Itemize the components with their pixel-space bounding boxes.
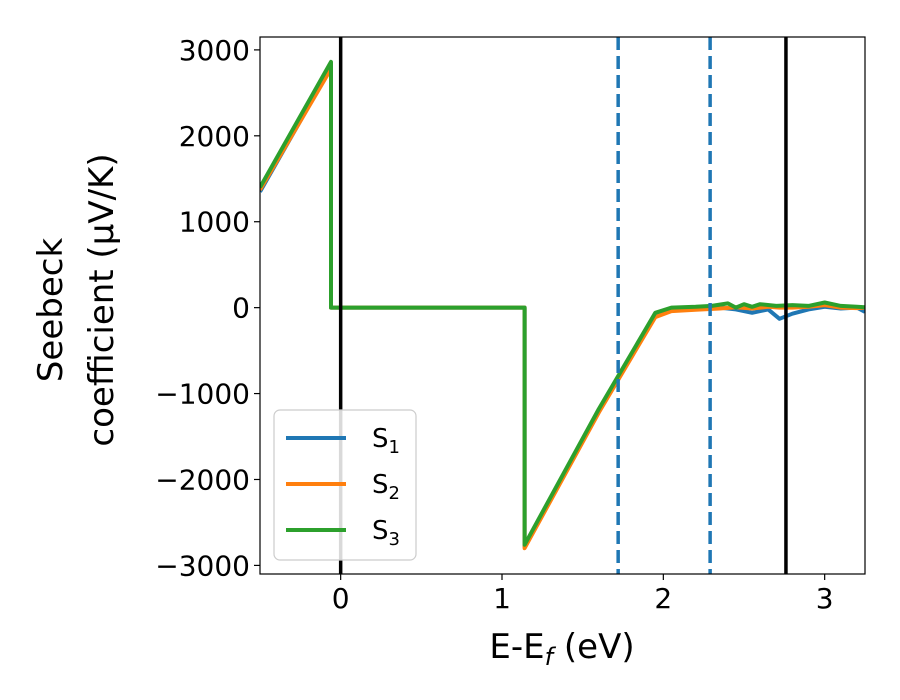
legend-label-1: S1 bbox=[372, 424, 400, 458]
axis-ticks: 0 1 2 3 −3000 −2000 −1000 0 1000 2000 3000 bbox=[155, 34, 833, 615]
y-tick-label: 3000 bbox=[179, 34, 250, 67]
legend: S1 S2 S3 bbox=[273, 409, 417, 561]
x-tick-label: 0 bbox=[332, 582, 350, 615]
y-tick-label: −1000 bbox=[155, 378, 250, 411]
x-tick-label: 2 bbox=[654, 582, 672, 615]
y-axis-title-line2: coefficient (μV/K) bbox=[82, 153, 122, 446]
x-axis-title: E-Ef (eV) bbox=[489, 627, 634, 671]
y-tick-label: 0 bbox=[232, 292, 250, 325]
x-tick-label: 1 bbox=[493, 582, 511, 615]
y-tick-label: 1000 bbox=[179, 206, 250, 239]
x-axis-title-unit: (eV) bbox=[553, 627, 635, 667]
y-tick-label: 2000 bbox=[179, 120, 250, 153]
y-axis-title-line1: Seebeck bbox=[31, 238, 71, 383]
plot-lines bbox=[260, 37, 865, 574]
x-tick-label: 3 bbox=[816, 582, 834, 615]
series-line-3 bbox=[260, 59, 865, 547]
legend-label-2: S2 bbox=[372, 470, 400, 504]
y-tick-label: −3000 bbox=[155, 549, 250, 582]
legend-label-3: S3 bbox=[372, 516, 400, 550]
y-tick-label: −2000 bbox=[155, 463, 250, 496]
plot-frame bbox=[259, 36, 866, 575]
